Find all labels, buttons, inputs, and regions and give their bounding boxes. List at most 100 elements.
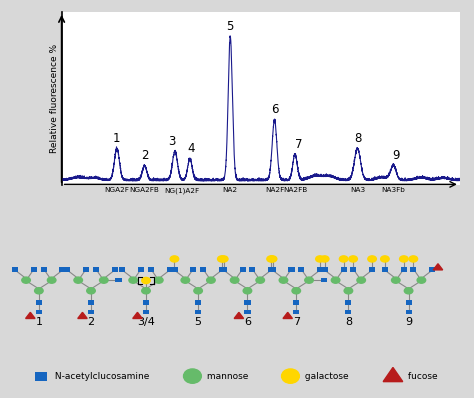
Text: 2: 2	[141, 149, 148, 162]
Circle shape	[282, 369, 300, 383]
Bar	[119, 267, 125, 272]
Bar	[288, 267, 294, 272]
Circle shape	[243, 288, 252, 294]
Text: 3: 3	[169, 135, 176, 148]
Circle shape	[279, 277, 288, 283]
Circle shape	[218, 256, 226, 262]
Circle shape	[344, 288, 353, 294]
Circle shape	[256, 277, 264, 283]
Text: 6: 6	[244, 317, 251, 327]
Bar	[40, 267, 46, 272]
Bar	[172, 267, 177, 272]
Text: NA3: NA3	[350, 187, 365, 193]
Bar	[298, 267, 304, 272]
Text: NA2FB: NA2FB	[283, 187, 307, 193]
Text: 8: 8	[345, 317, 352, 327]
Polygon shape	[383, 367, 403, 382]
Circle shape	[292, 288, 301, 294]
Bar	[317, 267, 323, 272]
Polygon shape	[283, 312, 292, 318]
Bar	[345, 300, 351, 304]
Circle shape	[357, 277, 365, 283]
Bar	[64, 267, 70, 272]
Text: 7: 7	[294, 138, 302, 151]
Bar	[269, 267, 275, 272]
Circle shape	[183, 369, 201, 383]
Circle shape	[381, 256, 389, 262]
Circle shape	[142, 277, 150, 284]
Text: 2: 2	[87, 317, 95, 327]
Polygon shape	[26, 312, 35, 318]
Bar	[36, 300, 42, 304]
Bar	[245, 300, 250, 304]
Bar	[143, 310, 149, 314]
Bar	[429, 267, 436, 272]
Text: fucose: fucose	[405, 372, 438, 380]
Bar	[410, 267, 417, 272]
Bar	[369, 267, 375, 272]
Circle shape	[368, 256, 376, 262]
Bar	[195, 310, 201, 314]
Bar	[200, 267, 206, 272]
Circle shape	[129, 277, 137, 283]
Bar	[293, 300, 300, 304]
Circle shape	[47, 277, 56, 283]
Circle shape	[267, 256, 275, 262]
Text: NA2F: NA2F	[265, 187, 284, 193]
Bar	[382, 267, 388, 272]
Text: 9: 9	[405, 317, 412, 327]
Circle shape	[392, 277, 400, 283]
Bar	[245, 310, 250, 314]
Polygon shape	[133, 312, 142, 318]
Bar	[220, 267, 227, 272]
Text: 4: 4	[188, 142, 195, 155]
Circle shape	[404, 288, 413, 294]
Bar	[219, 267, 225, 272]
Bar	[112, 267, 118, 272]
Polygon shape	[78, 312, 87, 318]
Bar	[12, 267, 18, 272]
Circle shape	[22, 277, 30, 283]
Bar	[190, 267, 196, 272]
Bar	[401, 267, 407, 272]
Circle shape	[230, 277, 239, 283]
Bar	[406, 310, 412, 314]
Circle shape	[305, 277, 313, 283]
Circle shape	[349, 256, 357, 262]
Bar	[31, 267, 37, 272]
Bar	[321, 267, 328, 272]
Circle shape	[155, 277, 163, 283]
Circle shape	[194, 288, 202, 294]
Bar	[148, 267, 154, 272]
Circle shape	[207, 277, 215, 283]
Bar	[143, 300, 149, 304]
Bar	[293, 310, 300, 314]
Circle shape	[331, 277, 340, 283]
Bar	[406, 300, 412, 304]
Circle shape	[219, 256, 228, 262]
Bar	[167, 267, 173, 272]
Text: 5: 5	[195, 317, 201, 327]
Bar	[88, 310, 94, 314]
Text: NA2: NA2	[223, 187, 238, 193]
Circle shape	[100, 277, 108, 283]
Text: 5: 5	[227, 20, 234, 33]
Text: 1: 1	[113, 132, 121, 145]
Text: 7: 7	[292, 317, 300, 327]
Text: 8: 8	[354, 132, 361, 145]
Bar	[195, 300, 201, 304]
Circle shape	[316, 256, 324, 262]
Text: galactose: galactose	[301, 372, 348, 380]
Bar	[240, 267, 246, 272]
Bar	[249, 267, 255, 272]
Text: 1: 1	[36, 317, 42, 327]
Text: 6: 6	[271, 103, 278, 116]
Bar	[60, 267, 65, 272]
Circle shape	[268, 256, 277, 262]
Y-axis label: Relative fluorescence %: Relative fluorescence %	[50, 44, 59, 153]
Text: mannose: mannose	[203, 372, 248, 380]
Bar	[36, 310, 42, 314]
Text: NA3Fb: NA3Fb	[382, 187, 405, 193]
Bar	[138, 267, 145, 272]
Text: NG(1)A2F: NG(1)A2F	[164, 187, 200, 194]
